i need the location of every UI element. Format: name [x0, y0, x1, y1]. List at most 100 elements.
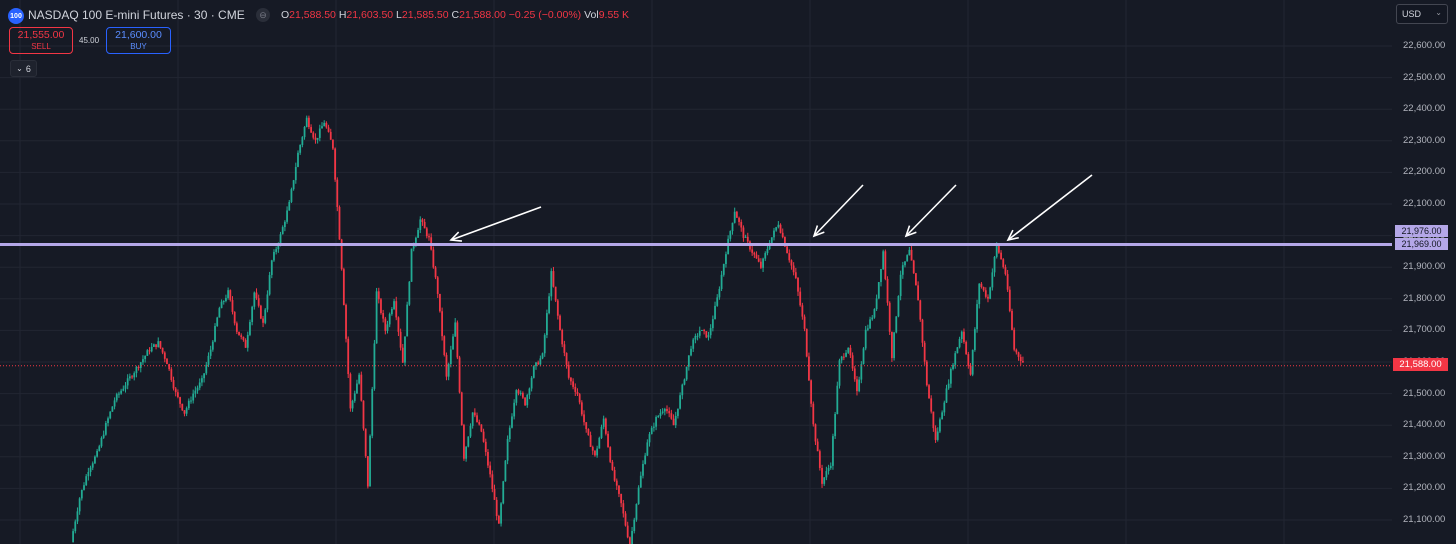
candle-body [840, 356, 843, 361]
candle-body [190, 400, 192, 402]
sell-label: SELL [31, 41, 51, 51]
buy-button[interactable]: 21,600.00 BUY [106, 27, 171, 54]
candle-body [908, 249, 911, 256]
candle-body [347, 338, 350, 375]
candle-body [845, 352, 847, 357]
candle-body [997, 244, 1000, 253]
candle-body [766, 249, 769, 254]
candle-body [305, 117, 308, 127]
candle-body [244, 339, 247, 348]
market-status-icon[interactable]: ⊖ [256, 8, 270, 22]
symbol-title[interactable]: NASDAQ 100 E-mini Futures · 30 · CME [28, 8, 245, 22]
candle-body [471, 412, 474, 426]
candle-body [563, 344, 566, 353]
candle-body [98, 446, 101, 451]
candle-body [683, 379, 686, 385]
candle-body [875, 298, 878, 310]
candle-body [963, 331, 965, 342]
candle-body [980, 283, 983, 288]
candle-body [947, 383, 950, 389]
candle-body [399, 331, 402, 348]
candle-body [519, 392, 522, 394]
candle-body [578, 394, 581, 403]
candle-body [76, 511, 79, 522]
candle-body [967, 354, 970, 366]
currency-select[interactable]: USD ⌄ [1396, 4, 1448, 24]
candle-body [1022, 361, 1024, 363]
candle-body [639, 475, 642, 488]
candle-body [535, 362, 537, 367]
candle-body [897, 296, 900, 317]
candle-body [163, 352, 166, 359]
candle-body [183, 410, 186, 414]
candle-body [838, 360, 841, 386]
candle-body [703, 329, 706, 332]
candle-body [104, 423, 107, 435]
candle-body [506, 439, 509, 461]
candle-body [949, 369, 952, 384]
candle-body [515, 390, 518, 403]
candle-body [441, 311, 444, 337]
candle-body [417, 230, 419, 238]
candle-body [262, 318, 264, 323]
candle-body [139, 362, 142, 368]
candle-body [1019, 356, 1022, 362]
candle-body [303, 126, 306, 138]
candle-body [858, 379, 861, 392]
candle-body [133, 373, 136, 378]
candle-body [587, 429, 590, 436]
candle-body [493, 488, 496, 500]
candle-body [299, 144, 302, 153]
candle-body [572, 381, 575, 387]
indicators-toggle[interactable]: ⌄ 6 [10, 60, 37, 77]
candle-body [762, 258, 764, 268]
candle-body [192, 393, 195, 401]
candle-body [423, 221, 426, 229]
candle-body [314, 137, 317, 140]
candle-body [856, 379, 858, 392]
candle-body [181, 403, 184, 411]
candle-body [707, 335, 710, 338]
candle-body [356, 383, 358, 394]
candle-body [585, 422, 588, 430]
candle-body [439, 293, 441, 312]
annotation-arrow-icon [1007, 174, 1093, 241]
candle-body [100, 437, 103, 447]
candle-body [292, 180, 295, 190]
candle-body [764, 253, 767, 259]
price-tick-label: 22,600.00 [1403, 40, 1446, 51]
candle-body [432, 249, 435, 268]
sell-button[interactable]: 21,555.00 SELL [9, 27, 73, 54]
candle-body [469, 425, 472, 437]
candle-body [993, 256, 996, 273]
candle-body [672, 418, 675, 426]
candle-body [895, 316, 898, 333]
candle-body [231, 300, 234, 312]
candle-body [659, 412, 662, 416]
candle-body [917, 285, 920, 301]
candle-body [705, 331, 708, 338]
candle-body [443, 336, 446, 355]
candle-body [720, 274, 723, 289]
candle-body [321, 126, 323, 129]
candle-body [384, 318, 387, 331]
candle-body [447, 364, 450, 377]
candle-body [600, 426, 603, 438]
candle-body [945, 388, 948, 403]
annotation-arrow-icon [450, 206, 542, 241]
candle-body [663, 408, 666, 412]
candle-body [373, 343, 376, 389]
candle-body [268, 275, 271, 295]
candle-body [1002, 259, 1005, 268]
candle-body [751, 249, 754, 253]
candle-body [904, 261, 906, 266]
candle-body [611, 461, 614, 470]
candle-body [227, 290, 230, 298]
candle-body [565, 352, 568, 365]
candle-body [366, 456, 369, 487]
candle-body [781, 232, 784, 238]
candle-body [489, 465, 492, 475]
candle-body [594, 450, 596, 456]
candle-body [277, 244, 280, 250]
